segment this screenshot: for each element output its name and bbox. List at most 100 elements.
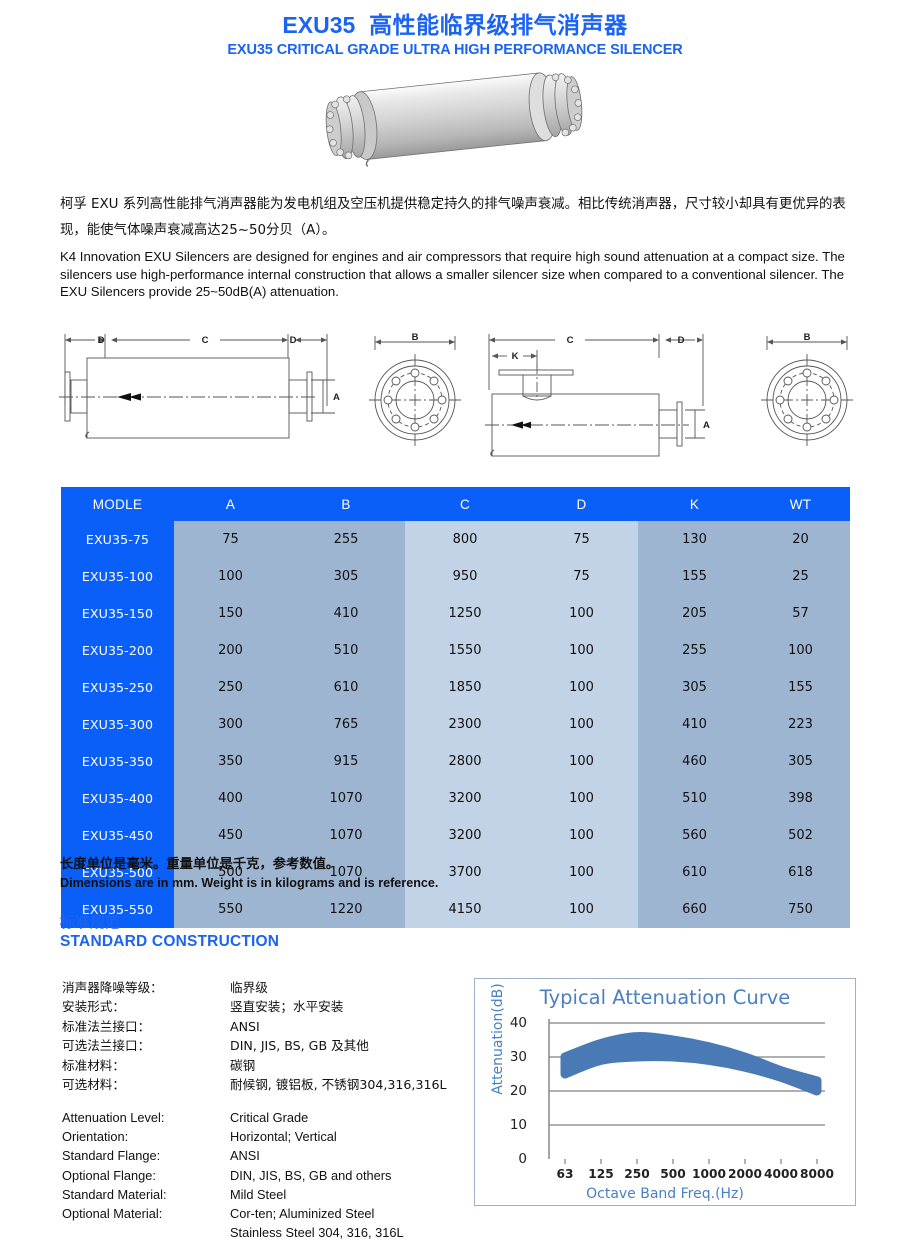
chart-svg (548, 1019, 825, 1164)
spec-key: 消声器降噪等级： (62, 980, 163, 995)
table-row: EXU35-550 550 1220 4150 100 660 750 (61, 891, 850, 928)
cell-c: 950 (405, 558, 525, 595)
col-header-c: C (405, 487, 525, 521)
title-text-cn: 高性能临界级排气消声器 (369, 12, 628, 38)
cell-a: 450 (174, 817, 287, 854)
cell-k: 305 (638, 669, 751, 706)
cell-wt: 750 (751, 891, 850, 928)
table-row: EXU35-150 150 410 1250 100 205 57 (61, 595, 850, 632)
table-row: EXU35-200 200 510 1550 100 255 100 (61, 632, 850, 669)
cell-k: 560 (638, 817, 751, 854)
cell-wt: 223 (751, 706, 850, 743)
cell-b: 305 (287, 558, 405, 595)
col-header-wt: WT (751, 487, 850, 521)
spec-value: Cor-ten; Aluminized Steel (230, 1206, 375, 1222)
spec-row: Optional Flange: DIN, JIS, BS, GB and oth… (62, 1166, 482, 1185)
chart-x-tickmarks (564, 1159, 818, 1164)
units-note-cn: 长度单位是毫米。重量单位是千克，参考数值。 (60, 857, 340, 872)
col-header-b: B (287, 487, 405, 521)
cell-model: EXU35-100 (61, 558, 174, 595)
cell-k: 510 (638, 780, 751, 817)
page-title-cn: EXU35 高性能临界级排气消声器 (0, 12, 910, 38)
spec-value: DIN, JIS, BS, GB and others (230, 1167, 392, 1183)
chart-x-ticklabel: 63 (556, 1167, 574, 1181)
spec-row: Standard Material: Mild Steel (62, 1185, 482, 1204)
chart-y-ticklabel: 20 (509, 1083, 527, 1099)
cell-c: 1550 (405, 632, 525, 669)
chart-y-ticklabel: 40 (509, 1015, 527, 1031)
silencer-render-svg (325, 72, 583, 168)
cell-k: 410 (638, 706, 751, 743)
table-row: EXU35-350 350 915 2800 100 460 305 (61, 743, 850, 780)
spec-row: 可选法兰接口： DIN, JIS, BS, GB 及其他 (62, 1036, 482, 1055)
spec-value: 碳钢 (230, 1057, 256, 1073)
cell-d: 100 (525, 595, 638, 632)
cell-d: 100 (525, 743, 638, 780)
cell-k: 130 (638, 521, 751, 558)
cell-a: 250 (174, 669, 287, 706)
svg-text:D: D (290, 335, 297, 346)
spec-row: 标准材料： 碳钢 (62, 1056, 482, 1075)
datasheet-page: EXU35 高性能临界级排气消声器 EXU35 CRITICAL GRADE U… (0, 12, 910, 1240)
cell-k: 205 (638, 595, 751, 632)
spec-key: 标准法兰接口： (62, 1018, 151, 1034)
cell-c: 1850 (405, 669, 525, 706)
spec-row: Standard Flange: ANSI (62, 1146, 482, 1165)
table-body: EXU35-75 75 255 800 75 130 20 EXU35-100 100 305 95… (61, 521, 850, 928)
cell-wt: 100 (751, 632, 850, 669)
table-row: EXU35-500 500 1070 3700 100 610 618 (61, 854, 850, 891)
spec-key: Optional Material: (62, 1206, 163, 1222)
cell-d: 75 (525, 558, 638, 595)
cell-model: EXU35-350 (61, 743, 174, 780)
chart-title: Typical Attenuation Curve (539, 986, 791, 1009)
cell-model: EXU35-200 (61, 632, 174, 669)
cell-b: 1070 (287, 854, 405, 891)
chart-x-ticklabel: 2000 (728, 1167, 762, 1181)
svg-text:D: D (678, 335, 685, 346)
intro-paragraph-cn: 柯孚 EXU 系列高性能排气消声器能为发电机组及空压机提供稳定持久的排气噪声衰减… (60, 197, 846, 238)
cell-d: 100 (525, 854, 638, 891)
cell-c: 4150 (405, 891, 525, 928)
cell-c: 2300 (405, 706, 525, 743)
spec-key: Orientation: (62, 1129, 129, 1145)
spec-row: Orientation: Horizontal; Vertical (62, 1127, 482, 1146)
cell-b: 1220 (287, 891, 405, 928)
chart-x-ticklabel: 4000 (764, 1167, 798, 1181)
cell-b: 765 (287, 706, 405, 743)
cell-k: 610 (638, 854, 751, 891)
cell-d: 100 (525, 780, 638, 817)
chart-x-ticklabel: 1000 (692, 1167, 726, 1181)
cell-wt: 57 (751, 595, 850, 632)
chart-y-axis-label: Attenuation(dB) (490, 983, 506, 1095)
cell-k: 460 (638, 743, 751, 780)
spec-row: Optional Material: Cor-ten; Aluminized St… (62, 1204, 482, 1223)
drawing-inline-side-view: D C D (59, 334, 340, 439)
chart-y-ticklabel: 30 (509, 1049, 527, 1065)
dimensions-table: MODLE A B C D K WT EXU35-75 75 255 800 75 130… (61, 487, 850, 928)
cell-wt: 398 (751, 780, 850, 817)
spec-value: Mild Steel (230, 1186, 287, 1202)
cell-a: 200 (174, 632, 287, 669)
cell-k: 660 (638, 891, 751, 928)
table-header-row: MODLE A B C D K WT (61, 487, 850, 521)
cell-k: 255 (638, 632, 751, 669)
spec-list-cn: 消声器降噪等级： 临界级 安装形式： 竖直安装；水平安装 标准法兰接口： ANSI 可选法兰… (62, 978, 482, 1094)
spec-row: 消声器降噪等级： 临界级 (62, 978, 482, 997)
svg-text:C: C (202, 335, 209, 346)
svg-text:B: B (804, 332, 811, 343)
cell-model: EXU35-400 (61, 780, 174, 817)
cell-wt: 618 (751, 854, 850, 891)
cell-d: 75 (525, 521, 638, 558)
chart-plot-area: 0 10 20 30 40 63 125 250 500 1000 2000 4000 8000 (510, 1015, 834, 1181)
cell-model: EXU35-300 (61, 706, 174, 743)
cell-d: 100 (525, 632, 638, 669)
intro-paragraph-en: K4 Innovation EXU Silencers are designed… (60, 249, 845, 299)
cell-model: EXU35-75 (61, 521, 174, 558)
spec-value: 耐候钢, 镀铝板, 不锈钢304,316,316L (230, 1077, 447, 1093)
cell-k: 155 (638, 558, 751, 595)
spec-key: Standard Material: (62, 1186, 167, 1202)
cell-a: 550 (174, 891, 287, 928)
cell-model: EXU35-450 (61, 817, 174, 854)
cell-model: EXU35-250 (61, 669, 174, 706)
spec-value: Stainless Steel 304, 316, 316L (230, 1225, 404, 1241)
